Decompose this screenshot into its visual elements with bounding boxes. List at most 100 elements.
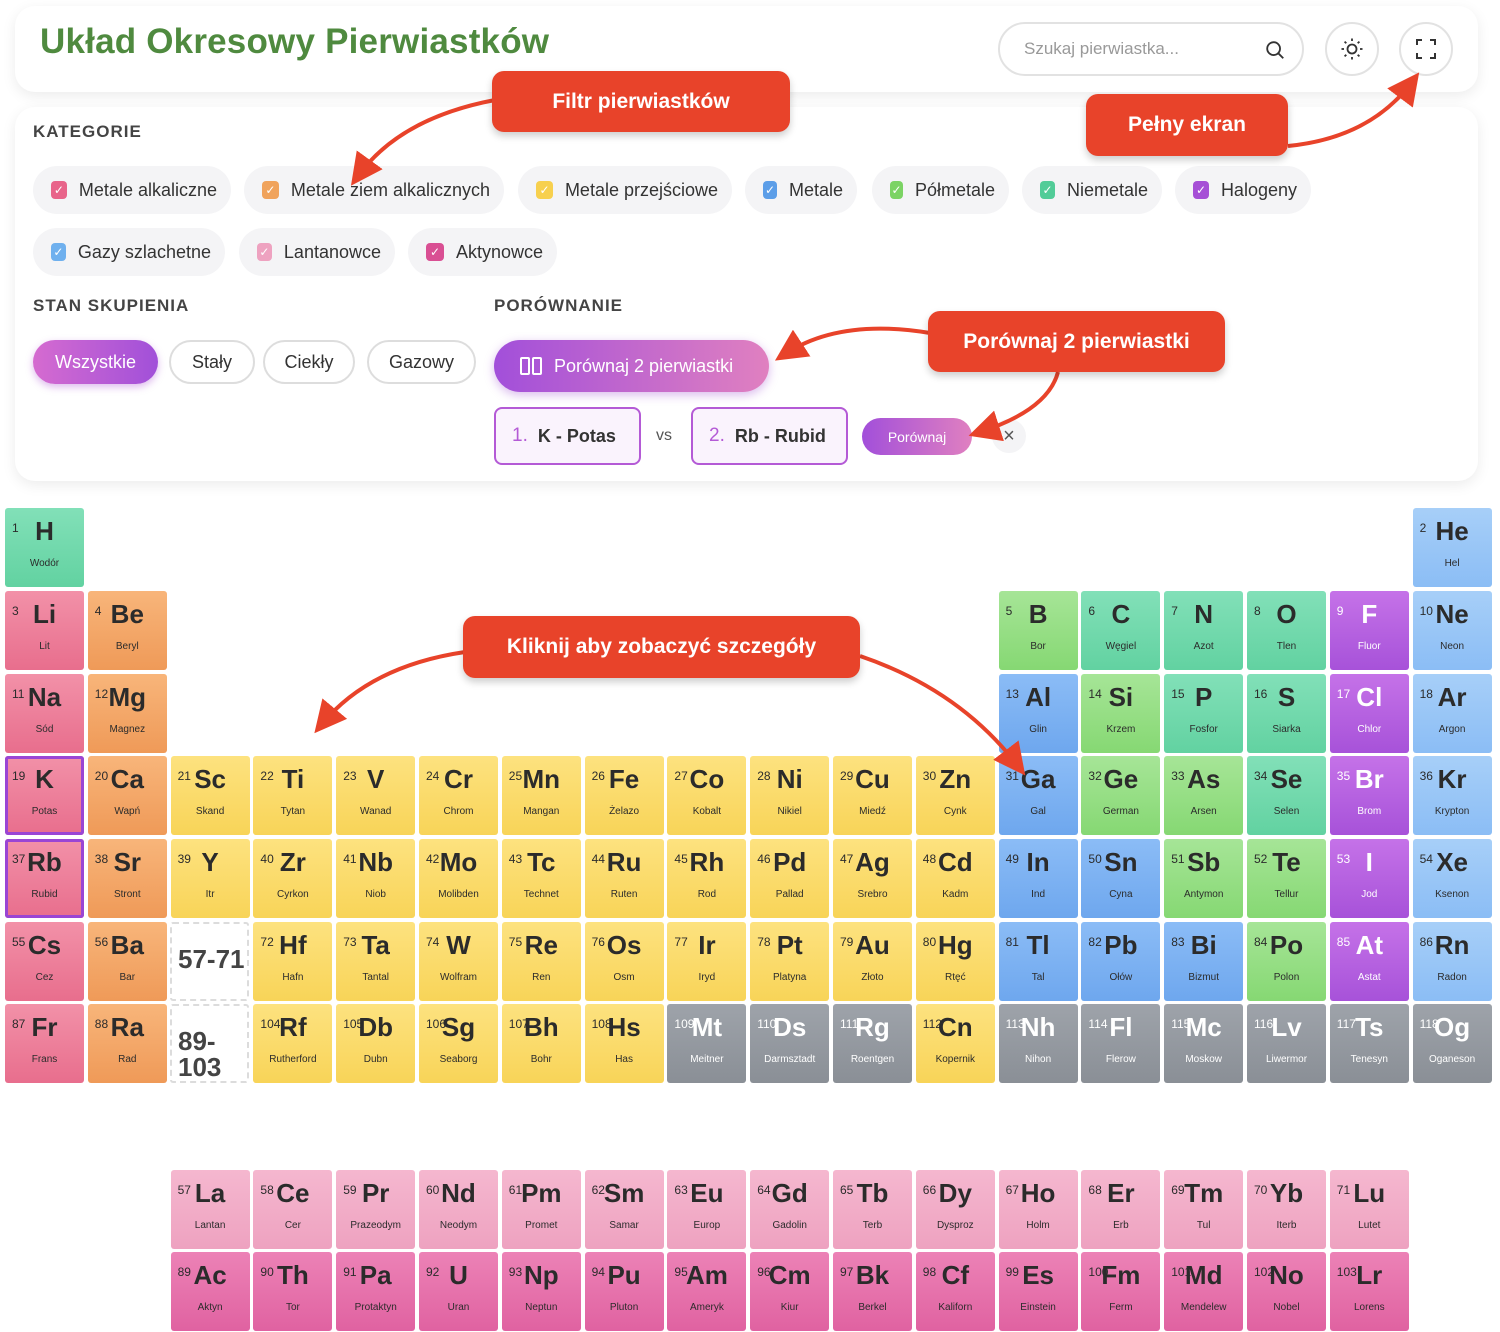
element-tile[interactable]: 111 Rg Roentgen: [833, 1004, 912, 1083]
element-tile[interactable]: 61 Pm Promet: [501, 1170, 581, 1249]
clear-compare-button[interactable]: ×: [992, 419, 1026, 453]
category-chip[interactable]: ✓ Aktynowce: [408, 228, 557, 276]
element-tile[interactable]: 118 Og Oganeson: [1412, 1004, 1492, 1083]
element-tile[interactable]: 100 Fm Ferm: [1081, 1252, 1161, 1331]
element-tile[interactable]: 75 Re Ren: [501, 922, 581, 1001]
element-tile[interactable]: 110 Ds Darmsztadt: [750, 1004, 830, 1083]
checkbox-checked-icon[interactable]: ✓: [257, 243, 272, 261]
element-tile[interactable]: 8 O Tlen: [1247, 591, 1326, 670]
element-tile[interactable]: 12 Mg Magnez: [87, 674, 167, 753]
element-tile[interactable]: 67 Ho Holm: [998, 1170, 1078, 1249]
checkbox-checked-icon[interactable]: ✓: [1193, 181, 1209, 199]
element-tile[interactable]: 92 U Uran: [419, 1252, 498, 1331]
category-chip[interactable]: ✓ Lantanowce: [239, 228, 395, 276]
element-tile[interactable]: 68 Er Erb: [1081, 1170, 1161, 1249]
element-tile[interactable]: 2 He Hel: [1412, 508, 1492, 587]
element-tile[interactable]: 94 Pu Pluton: [584, 1252, 664, 1331]
element-tile[interactable]: 56 Ba Bar: [87, 922, 167, 1001]
element-tile[interactable]: 37 Rb Rubid: [5, 839, 84, 918]
element-tile[interactable]: 6 C Węgiel: [1081, 591, 1161, 670]
checkbox-checked-icon[interactable]: ✓: [426, 243, 444, 261]
element-tile[interactable]: 109 Mt Meitner: [667, 1004, 747, 1083]
element-tile[interactable]: 16 S Siarka: [1247, 674, 1326, 753]
element-tile[interactable]: 22 Ti Tytan: [253, 756, 333, 835]
element-tile[interactable]: 19 K Potas: [5, 756, 84, 835]
element-tile[interactable]: 66 Dy Dysproz: [915, 1170, 995, 1249]
element-tile[interactable]: 13 Al Glin: [998, 674, 1078, 753]
compare-go-button[interactable]: Porównaj: [862, 418, 972, 455]
element-tile[interactable]: 10 Ne Neon: [1412, 591, 1492, 670]
element-tile[interactable]: 58 Ce Cer: [253, 1170, 333, 1249]
category-chip[interactable]: ✓ Gazy szlachetne: [33, 228, 225, 276]
compare-mode-button[interactable]: Porównaj 2 pierwiastki: [494, 340, 769, 392]
category-chip[interactable]: ✓ Metale alkaliczne: [33, 166, 231, 214]
element-tile[interactable]: 38 Sr Stront: [87, 839, 167, 918]
element-tile[interactable]: 24 Cr Chrom: [419, 756, 498, 835]
compare-slot-2[interactable]: 2. Rb - Rubid: [691, 407, 848, 465]
element-tile[interactable]: 50 Sn Cyna: [1081, 839, 1161, 918]
element-tile[interactable]: 23 V Wanad: [336, 756, 416, 835]
element-tile[interactable]: 114 Fl Flerow: [1081, 1004, 1161, 1083]
element-tile[interactable]: 57 La Lantan: [170, 1170, 250, 1249]
element-tile[interactable]: 33 As Arsen: [1164, 756, 1244, 835]
element-tile[interactable]: 96 Cm Kiur: [750, 1252, 830, 1331]
element-tile[interactable]: 98 Cf Kaliforn: [915, 1252, 995, 1331]
element-tile[interactable]: 79 Au Złoto: [833, 922, 912, 1001]
element-tile[interactable]: 52 Te Tellur: [1247, 839, 1326, 918]
element-tile[interactable]: 83 Bi Bizmut: [1164, 922, 1244, 1001]
element-tile[interactable]: 55 Cs Cez: [5, 922, 84, 1001]
element-tile[interactable]: 36 Kr Krypton: [1412, 756, 1492, 835]
element-tile[interactable]: 101 Md Mendelew: [1164, 1252, 1244, 1331]
element-tile[interactable]: 40 Zr Cyrkon: [253, 839, 333, 918]
element-tile[interactable]: 85 At Astat: [1329, 922, 1409, 1001]
element-tile[interactable]: 82 Pb Ołów: [1081, 922, 1161, 1001]
element-tile[interactable]: 51 Sb Antymon: [1164, 839, 1244, 918]
element-tile[interactable]: 107 Bh Bohr: [501, 1004, 581, 1083]
element-tile[interactable]: 47 Ag Srebro: [833, 839, 912, 918]
checkbox-checked-icon[interactable]: ✓: [890, 181, 903, 199]
compare-slot-1[interactable]: 1. K - Potas: [494, 407, 641, 465]
element-tile[interactable]: 25 Mn Mangan: [501, 756, 581, 835]
element-tile[interactable]: 35 Br Brom: [1329, 756, 1409, 835]
checkbox-checked-icon[interactable]: ✓: [51, 243, 66, 261]
element-tile[interactable]: 104 Rf Rutherford: [253, 1004, 333, 1083]
element-tile[interactable]: 71 Lu Lutet: [1329, 1170, 1409, 1249]
checkbox-checked-icon[interactable]: ✓: [51, 181, 67, 199]
state-filter-0[interactable]: Wszystkie: [33, 340, 158, 384]
checkbox-checked-icon[interactable]: ✓: [763, 181, 777, 199]
element-tile[interactable]: 30 Zn Cynk: [915, 756, 995, 835]
element-tile[interactable]: 103 Lr Lorens: [1329, 1252, 1409, 1331]
element-tile[interactable]: 86 Rn Radon: [1412, 922, 1492, 1001]
element-tile[interactable]: 27 Co Kobalt: [667, 756, 747, 835]
theme-toggle-button[interactable]: [1325, 22, 1379, 76]
element-tile[interactable]: 97 Bk Berkel: [833, 1252, 912, 1331]
search-input[interactable]: Szukaj pierwiastka...: [998, 22, 1304, 76]
category-chip[interactable]: ✓ Metale przejściowe: [518, 166, 732, 214]
checkbox-checked-icon[interactable]: ✓: [1040, 181, 1055, 199]
element-tile[interactable]: 45 Rh Rod: [667, 839, 747, 918]
element-tile[interactable]: 43 Tc Technet: [501, 839, 581, 918]
element-tile[interactable]: 93 Np Neptun: [501, 1252, 581, 1331]
element-tile[interactable]: 34 Se Selen: [1247, 756, 1326, 835]
element-tile[interactable]: 31 Ga Gal: [998, 756, 1078, 835]
element-tile[interactable]: 102 No Nobel: [1247, 1252, 1326, 1331]
element-tile[interactable]: 60 Nd Neodym: [419, 1170, 498, 1249]
element-tile[interactable]: 99 Es Einstein: [998, 1252, 1078, 1331]
element-tile[interactable]: 18 Ar Argon: [1412, 674, 1492, 753]
element-tile[interactable]: 14 Si Krzem: [1081, 674, 1161, 753]
element-tile[interactable]: 106 Sg Seaborg: [419, 1004, 498, 1083]
element-tile[interactable]: 4 Be Beryl: [87, 591, 167, 670]
search-icon[interactable]: [1264, 39, 1286, 61]
element-tile[interactable]: 117 Ts Tenesyn: [1329, 1004, 1409, 1083]
category-chip[interactable]: ✓ Metale: [745, 166, 857, 214]
element-tile[interactable]: 11 Na Sód: [5, 674, 84, 753]
element-tile[interactable]: 105 Db Dubn: [336, 1004, 416, 1083]
element-tile[interactable]: 69 Tm Tul: [1164, 1170, 1244, 1249]
element-tile[interactable]: 1 H Wodór: [5, 508, 84, 587]
element-tile[interactable]: 7 N Azot: [1164, 591, 1244, 670]
element-tile[interactable]: 53 I Jod: [1329, 839, 1409, 918]
element-tile[interactable]: 21 Sc Skand: [170, 756, 250, 835]
fullscreen-button[interactable]: [1399, 22, 1453, 76]
category-chip[interactable]: ✓ Półmetale: [872, 166, 1009, 214]
element-tile[interactable]: 63 Eu Europ: [667, 1170, 747, 1249]
